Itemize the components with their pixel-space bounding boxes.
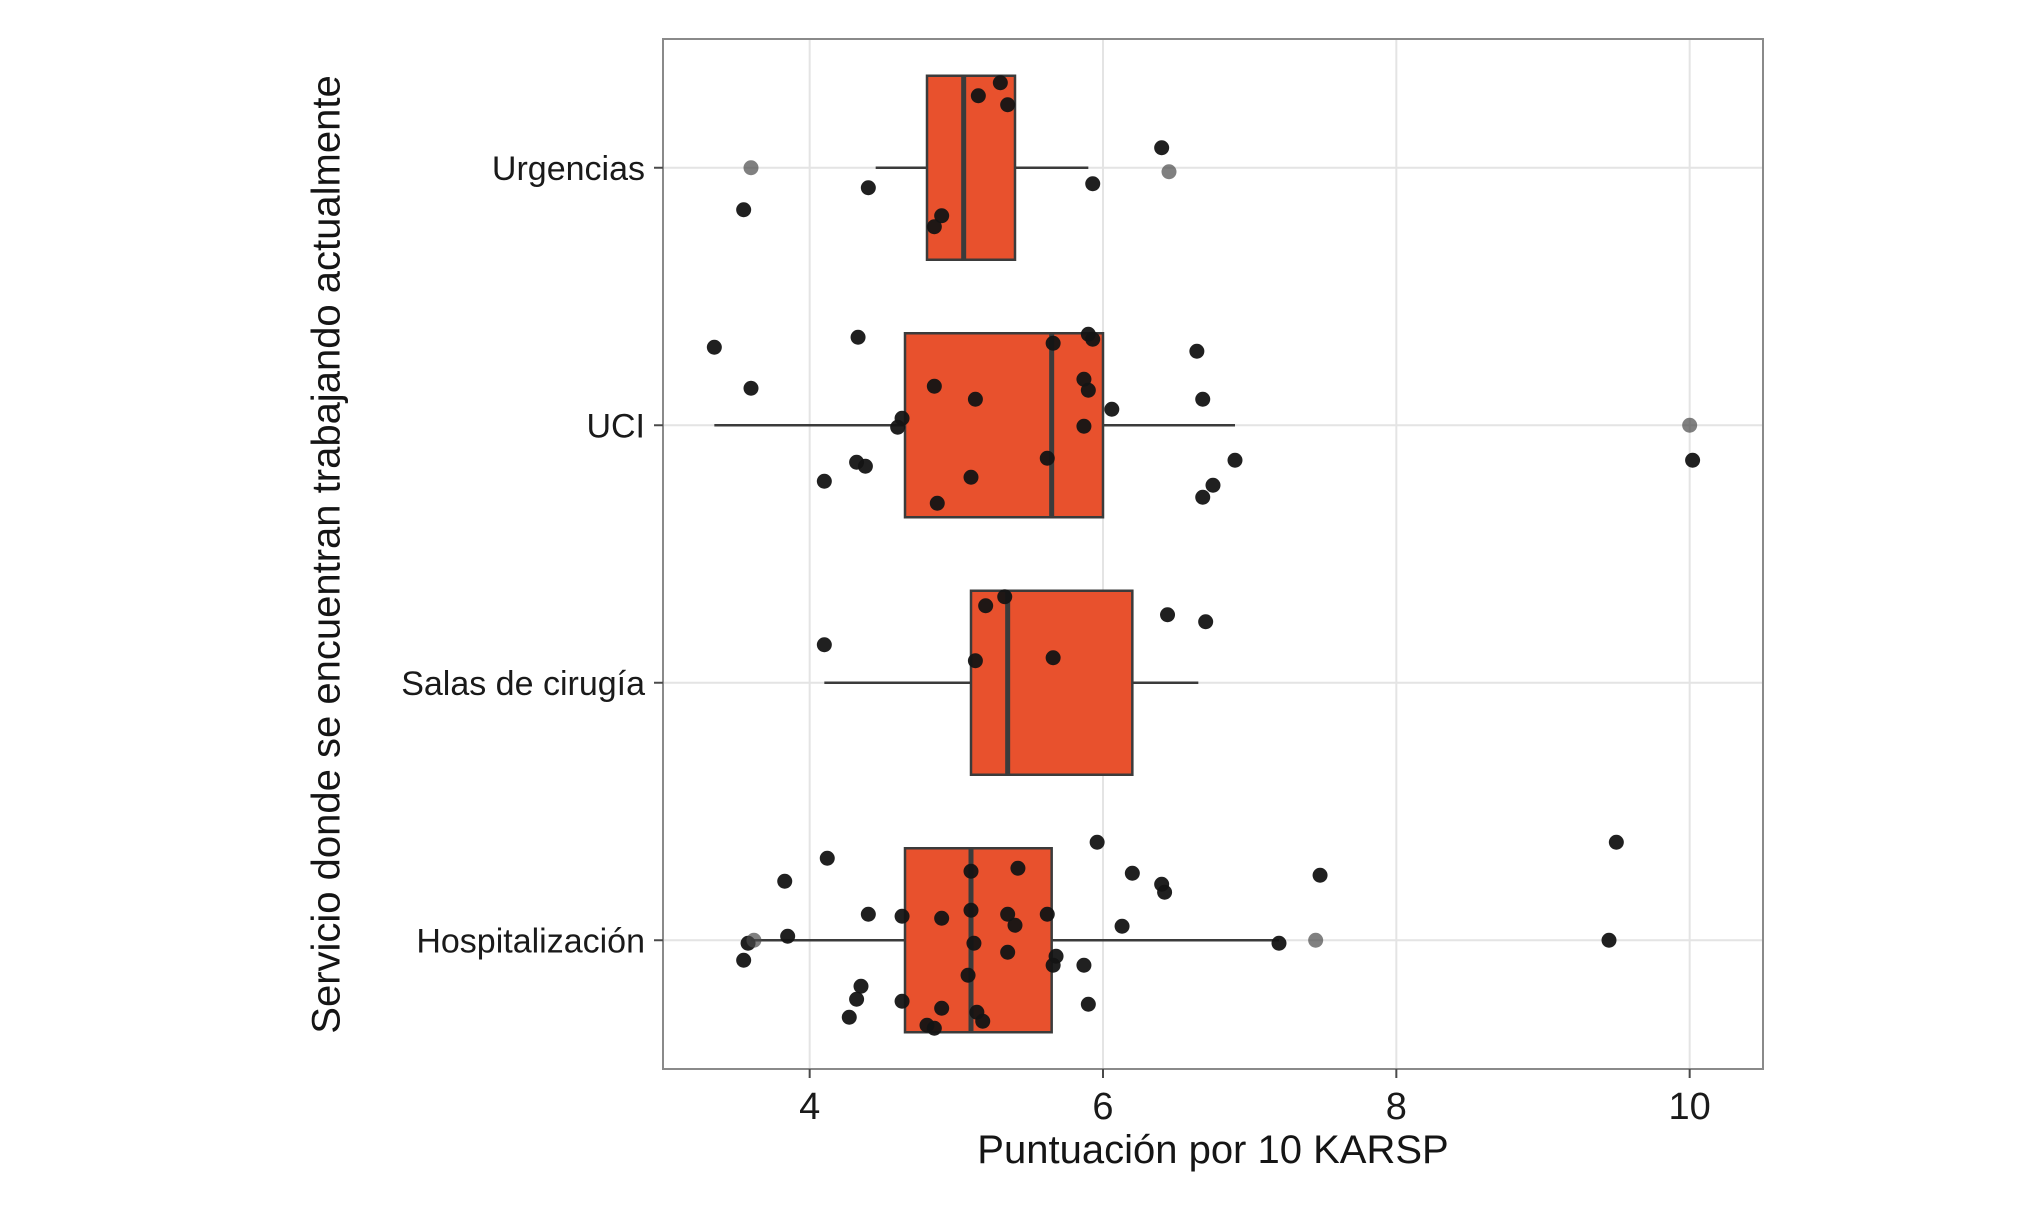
data-point <box>850 329 866 345</box>
data-point <box>857 458 873 474</box>
data-point <box>853 978 869 994</box>
data-point <box>926 1020 942 1036</box>
panel-background <box>663 39 1763 1069</box>
data-point <box>1205 477 1221 493</box>
data-point <box>1104 401 1120 417</box>
data-point <box>1089 834 1105 850</box>
data-point <box>997 589 1013 605</box>
data-point <box>780 928 796 944</box>
y-tick-label-urgencias: Urgencias <box>492 150 645 188</box>
y-tick-label-hospitalizacion: Hospitalización <box>416 922 645 960</box>
data-point <box>841 1009 857 1025</box>
data-point <box>934 208 950 224</box>
data-point <box>736 202 752 218</box>
boxplot-salas-de-cirugia <box>824 589 1199 776</box>
data-point <box>975 1013 991 1029</box>
data-point <box>1045 650 1061 666</box>
data-point <box>743 160 759 176</box>
x-axis-title: Puntuación por 10 KARSP <box>977 1128 1449 1172</box>
iqr-box <box>903 332 1105 519</box>
data-point <box>1312 867 1328 883</box>
data-point <box>1195 489 1211 505</box>
data-point <box>1007 917 1023 933</box>
data-point <box>849 991 865 1007</box>
data-point <box>1114 918 1130 934</box>
data-point <box>1195 391 1211 407</box>
data-point <box>816 473 832 489</box>
data-point <box>743 380 759 396</box>
data-point <box>1154 140 1170 156</box>
data-point <box>963 902 979 918</box>
data-point <box>736 952 752 968</box>
boxplot-urgencias <box>875 74 1089 261</box>
boxplot-uci <box>714 332 1235 519</box>
x-tick-label: 6 <box>1092 1086 1113 1128</box>
data-point <box>934 910 950 926</box>
data-point <box>963 469 979 485</box>
data-point <box>1085 176 1101 192</box>
data-point <box>1198 614 1214 630</box>
x-tick-label: 8 <box>1386 1086 1407 1128</box>
data-point <box>926 219 942 235</box>
data-point <box>934 1000 950 1016</box>
data-point <box>816 637 832 653</box>
data-point <box>1685 452 1701 468</box>
data-point <box>1227 452 1243 468</box>
data-point <box>1045 957 1061 973</box>
data-point <box>860 180 876 196</box>
data-point <box>992 75 1008 91</box>
data-point <box>1039 450 1055 466</box>
data-point <box>929 495 945 511</box>
data-point <box>967 391 983 407</box>
data-point <box>1039 906 1055 922</box>
data-point <box>777 873 793 889</box>
data-point <box>1271 935 1287 951</box>
data-point <box>1080 996 1096 1012</box>
data-point <box>1076 957 1092 973</box>
data-point <box>1000 944 1016 960</box>
data-point <box>1076 418 1092 434</box>
y-tick-label-salas-de-cirugia: Salas de cirugía <box>401 665 645 703</box>
data-point <box>966 935 982 951</box>
data-point <box>960 967 976 983</box>
data-point <box>894 908 910 924</box>
data-point <box>967 653 983 669</box>
data-point <box>970 88 986 104</box>
data-point <box>1161 164 1177 180</box>
data-point <box>1189 343 1205 359</box>
x-tick-label: 10 <box>1669 1086 1711 1128</box>
data-point <box>706 339 722 355</box>
data-point <box>1308 932 1324 948</box>
data-point <box>890 419 906 435</box>
iqr-box <box>969 589 1134 776</box>
data-point <box>1010 860 1026 876</box>
data-point <box>1045 335 1061 351</box>
data-point <box>1682 417 1698 433</box>
y-tick-label-uci: UCI <box>586 407 645 445</box>
iqr-box <box>925 74 1017 261</box>
data-point <box>1124 865 1140 881</box>
data-point <box>926 378 942 394</box>
data-point <box>1000 97 1016 113</box>
data-point <box>1000 906 1016 922</box>
data-point <box>1085 331 1101 347</box>
data-point <box>860 906 876 922</box>
data-point <box>746 932 762 948</box>
data-point <box>978 598 994 614</box>
x-tick-label: 4 <box>799 1086 820 1128</box>
data-point <box>963 863 979 879</box>
data-point <box>1080 382 1096 398</box>
data-point <box>894 993 910 1009</box>
panel-border <box>662 38 1764 1070</box>
data-point <box>1601 932 1617 948</box>
data-point <box>1608 834 1624 850</box>
data-point <box>1157 884 1173 900</box>
data-point <box>819 850 835 866</box>
data-point <box>1160 607 1176 623</box>
